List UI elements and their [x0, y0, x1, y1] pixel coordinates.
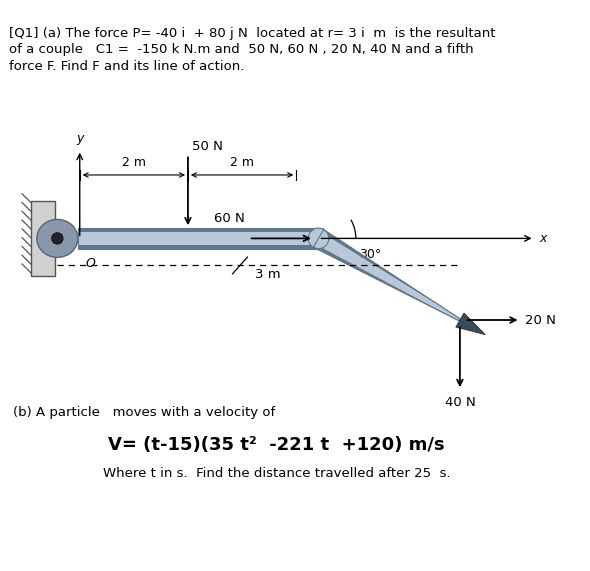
Text: 30°: 30° — [359, 248, 382, 261]
Bar — [78, 228, 323, 232]
Bar — [78, 228, 323, 248]
Text: Where t in s.  Find the distance travelled after 25  s.: Where t in s. Find the distance travelle… — [103, 467, 450, 480]
Circle shape — [308, 228, 329, 248]
Text: 20 N: 20 N — [525, 313, 556, 327]
Text: O: O — [86, 257, 95, 270]
Bar — [106, 228, 110, 248]
Text: 60 N: 60 N — [214, 212, 245, 226]
Text: x: x — [539, 232, 546, 245]
Polygon shape — [322, 230, 461, 319]
Bar — [31, 201, 55, 276]
Text: 3 m: 3 m — [255, 268, 281, 282]
Text: (b) A particle   moves with a velocity of: (b) A particle moves with a velocity of — [12, 407, 275, 419]
Circle shape — [52, 233, 63, 244]
Polygon shape — [315, 233, 460, 321]
Polygon shape — [456, 313, 486, 335]
Ellipse shape — [37, 219, 78, 258]
Text: 2 m: 2 m — [230, 156, 254, 170]
Polygon shape — [313, 244, 460, 321]
Text: force F. Find F and its line of action.: force F. Find F and its line of action. — [9, 60, 244, 73]
Bar — [92, 228, 97, 248]
Bar — [85, 228, 90, 248]
Bar — [78, 232, 323, 245]
Text: 2 m: 2 m — [122, 156, 146, 170]
Text: [Q1] (a) The force P= -40 i  + 80 j N  located at r= 3 i  m  is the resultant: [Q1] (a) The force P= -40 i + 80 j N loc… — [9, 27, 496, 39]
Bar — [78, 245, 323, 248]
Text: V= (t-15)(35 t²  -221 t  +120) m/s: V= (t-15)(35 t² -221 t +120) m/s — [108, 436, 445, 454]
Text: 40 N: 40 N — [444, 396, 476, 409]
Text: y: y — [76, 132, 83, 145]
Bar — [78, 228, 83, 248]
Bar — [99, 228, 103, 248]
Text: of a couple   C1 =  -150 k N.m and  50 N, 60 N , 20 N, 40 N and a fifth: of a couple C1 = -150 k N.m and 50 N, 60… — [9, 43, 474, 57]
Bar — [113, 228, 117, 248]
Text: 50 N: 50 N — [192, 139, 222, 152]
